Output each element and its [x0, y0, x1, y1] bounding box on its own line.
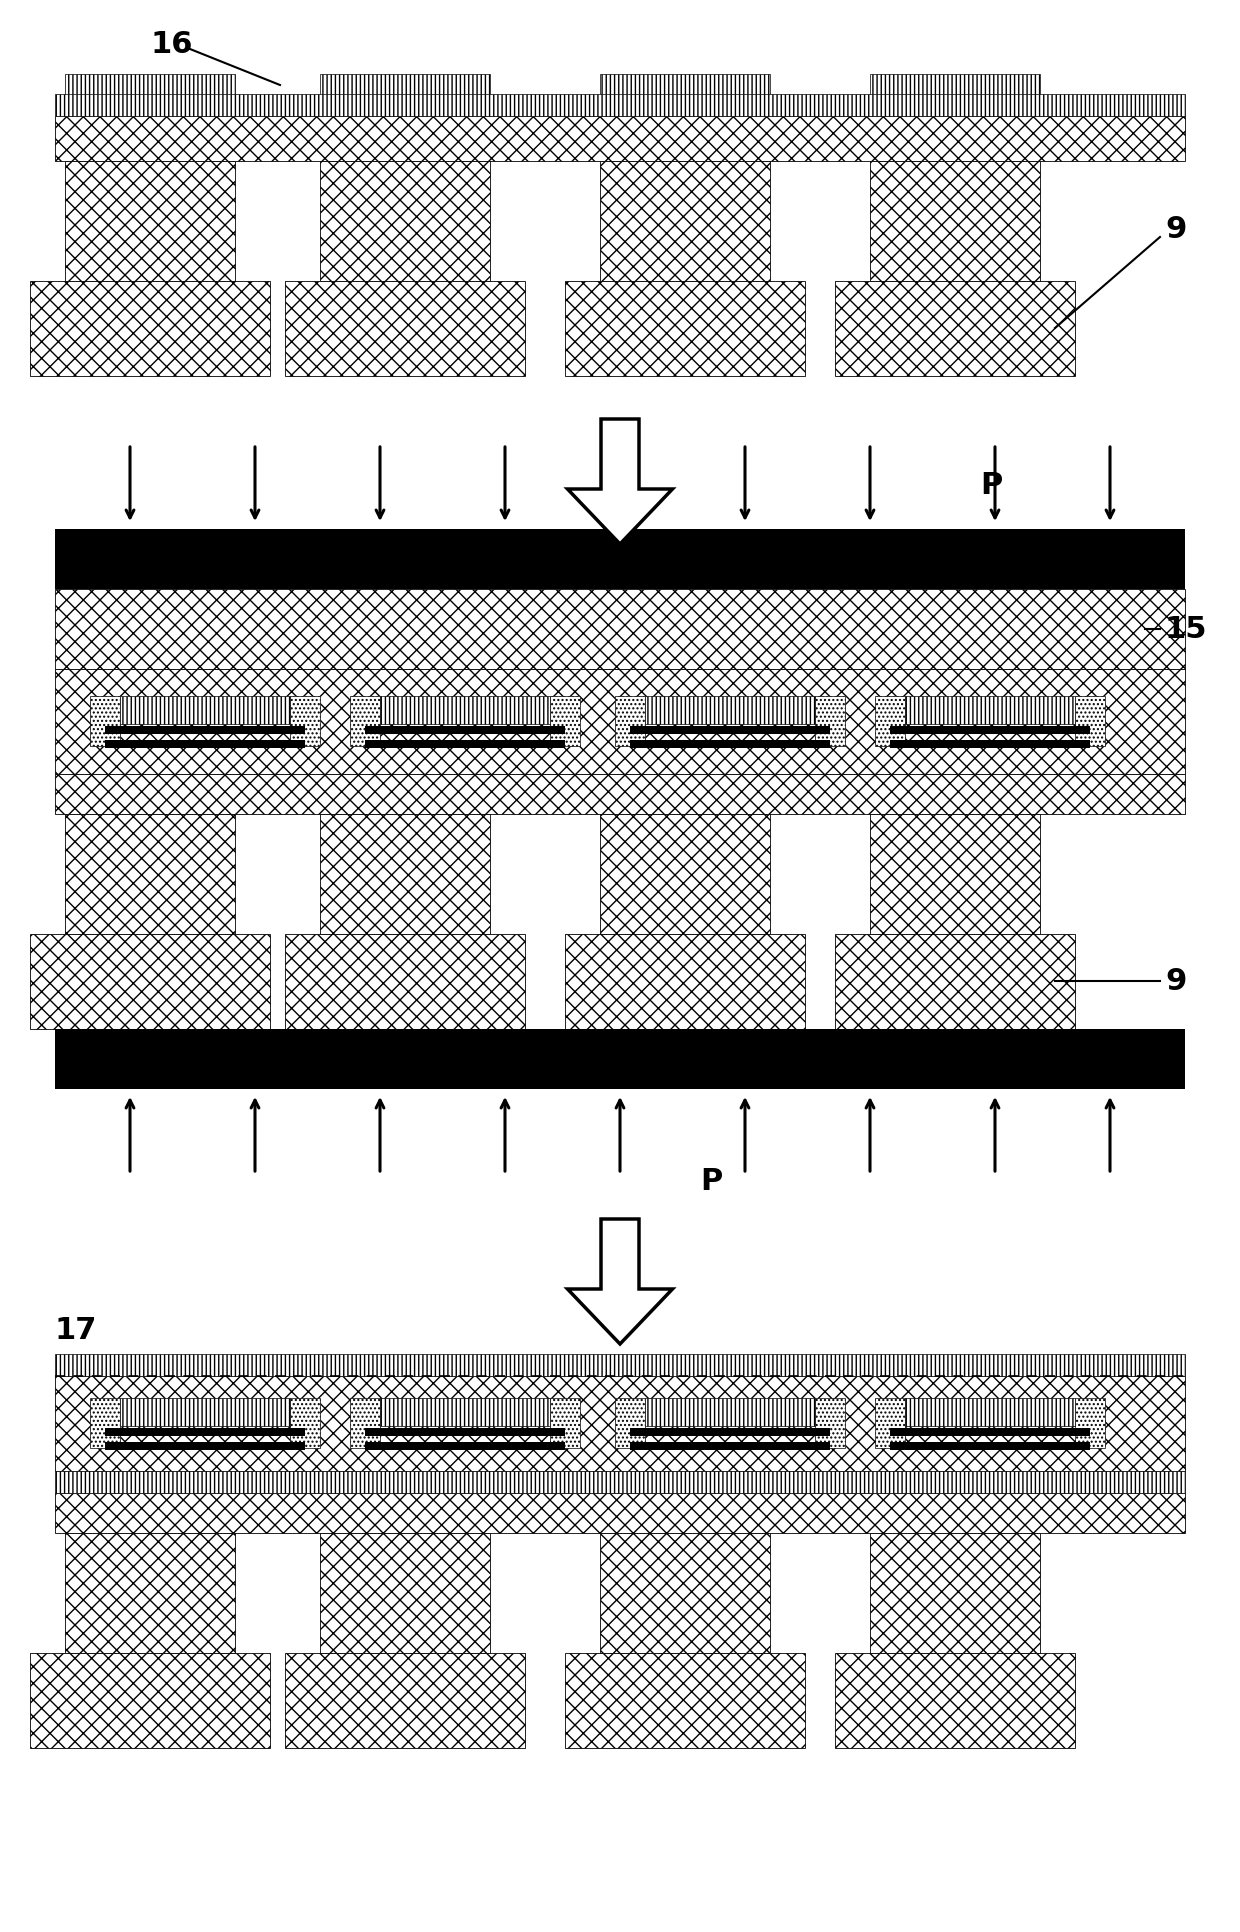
Bar	[64, 1534, 236, 1654]
Text: 15: 15	[1166, 614, 1208, 643]
Bar	[120, 1399, 290, 1426]
Bar	[835, 1654, 1075, 1748]
Bar	[615, 697, 645, 746]
Bar	[551, 697, 580, 746]
Bar	[870, 162, 1040, 282]
Bar	[600, 162, 770, 282]
Bar	[120, 697, 290, 724]
Bar	[365, 726, 565, 734]
Bar	[290, 1399, 320, 1449]
Bar	[55, 529, 1185, 589]
Bar	[91, 697, 120, 746]
Bar	[55, 1354, 1185, 1376]
Bar	[815, 697, 844, 746]
Bar	[630, 1428, 830, 1435]
Text: 9: 9	[1166, 968, 1187, 997]
Polygon shape	[568, 419, 672, 545]
Bar	[30, 1654, 270, 1748]
Text: 16: 16	[150, 31, 192, 60]
Bar	[55, 95, 1185, 118]
Bar	[55, 670, 1185, 775]
Bar	[55, 1493, 1185, 1534]
Bar	[105, 740, 305, 748]
Bar	[55, 1472, 1185, 1493]
Bar	[551, 1399, 580, 1449]
Bar	[815, 1399, 844, 1449]
Bar	[1075, 1399, 1105, 1449]
Text: 17: 17	[55, 1316, 98, 1345]
Bar	[320, 815, 490, 935]
Bar	[30, 935, 270, 1030]
Bar	[320, 162, 490, 282]
Bar	[285, 935, 525, 1030]
Bar	[600, 1534, 770, 1654]
Bar	[870, 75, 1040, 97]
Bar	[64, 75, 236, 97]
Bar	[55, 589, 1185, 670]
Bar	[379, 1399, 551, 1426]
Text: 9: 9	[1166, 214, 1187, 243]
Bar	[365, 1443, 565, 1451]
Bar	[350, 1399, 379, 1449]
Bar	[350, 697, 379, 746]
Bar	[565, 282, 805, 377]
Bar	[285, 282, 525, 377]
Bar	[875, 697, 905, 746]
Bar	[55, 775, 1185, 815]
Bar	[30, 282, 270, 377]
Bar	[890, 1443, 1090, 1451]
Bar	[890, 1428, 1090, 1435]
Bar	[615, 1399, 645, 1449]
Bar	[565, 935, 805, 1030]
Bar	[905, 697, 1075, 724]
Bar	[630, 726, 830, 734]
Text: P: P	[980, 469, 1002, 498]
Bar	[890, 726, 1090, 734]
Bar	[55, 1376, 1185, 1472]
Bar	[875, 1399, 905, 1449]
Bar	[320, 75, 490, 97]
Bar	[379, 697, 551, 724]
Bar	[630, 740, 830, 748]
Bar	[835, 282, 1075, 377]
Bar	[55, 1030, 1185, 1090]
Bar	[285, 1654, 525, 1748]
Bar	[365, 740, 565, 748]
Bar	[645, 697, 815, 724]
Bar	[645, 1399, 815, 1426]
Bar	[64, 815, 236, 935]
Bar	[630, 1443, 830, 1451]
Bar	[835, 935, 1075, 1030]
Bar	[105, 1443, 305, 1451]
Polygon shape	[568, 1219, 672, 1345]
Bar	[365, 1428, 565, 1435]
Text: P: P	[701, 1167, 722, 1196]
Bar	[105, 1428, 305, 1435]
Bar	[290, 697, 320, 746]
Bar	[64, 162, 236, 282]
Bar	[565, 1654, 805, 1748]
Bar	[91, 1399, 120, 1449]
Bar	[870, 815, 1040, 935]
Bar	[600, 75, 770, 97]
Bar	[890, 740, 1090, 748]
Bar	[870, 1534, 1040, 1654]
Bar	[1075, 697, 1105, 746]
Bar	[55, 118, 1185, 162]
Bar	[600, 815, 770, 935]
Bar	[905, 1399, 1075, 1426]
Bar	[320, 1534, 490, 1654]
Bar	[105, 726, 305, 734]
